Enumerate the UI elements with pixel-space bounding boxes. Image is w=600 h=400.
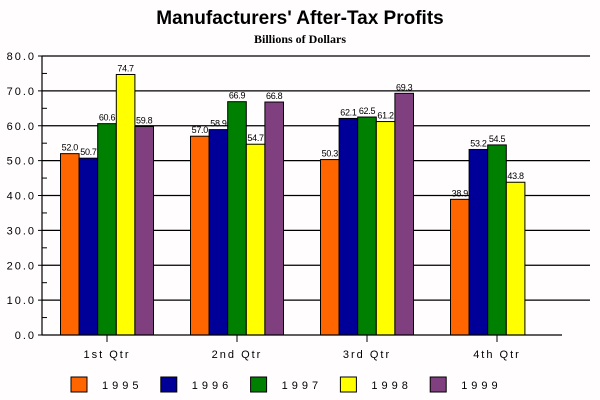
bar-1997-3	[487, 144, 507, 336]
chart-title: Manufacturers' After-Tax Profits	[156, 8, 444, 29]
legend-swatch-1997	[250, 376, 268, 393]
bar-1998-0	[115, 73, 136, 336]
bar-1997-1	[227, 101, 247, 336]
y-tick-label: 40.0	[7, 191, 36, 203]
bar-1999-0	[134, 125, 154, 336]
bar-1995-0	[60, 153, 80, 336]
data-label: 74.7	[117, 63, 134, 73]
data-label: 60.6	[99, 113, 116, 123]
bar-1996-0	[78, 157, 99, 336]
bar-1995-2	[320, 159, 340, 336]
bar-1998-1	[245, 143, 266, 336]
data-label: 38.9	[452, 188, 469, 198]
data-label: 53.2	[470, 138, 487, 148]
bar-1998-2	[375, 121, 396, 336]
legend-swatch-1998	[339, 376, 357, 393]
y-tick-label: 60.0	[7, 121, 36, 133]
data-label: 54.5	[489, 134, 506, 144]
y-tick-label: 20.0	[7, 260, 36, 272]
legend-label-1996: 1996	[192, 380, 232, 392]
legend-swatch-1999	[429, 376, 447, 393]
y-tick-label: 50.0	[7, 156, 36, 168]
data-label: 43.8	[507, 171, 524, 181]
y-tick-label: 80.0	[7, 51, 36, 63]
bar-1997-0	[97, 123, 117, 336]
x-tick-label: 2nd Qtr	[212, 349, 263, 361]
legend-label-1998: 1998	[371, 380, 411, 392]
bar-1995-1	[190, 135, 210, 336]
data-label: 59.8	[136, 115, 153, 125]
legend-swatch-1996	[160, 376, 178, 393]
legend-swatch-1995	[70, 376, 88, 393]
data-label: 50.3	[322, 149, 339, 159]
chart-subtitle: Billions of Dollars	[253, 32, 346, 46]
legend-label-1999: 1999	[461, 380, 501, 392]
data-label: 61.2	[377, 111, 394, 121]
data-label: 52.0	[62, 143, 79, 153]
bar-1995-3	[450, 198, 470, 336]
data-label: 62.1	[340, 107, 357, 117]
y-tick-label: 30.0	[7, 225, 36, 237]
y-tick-label: 70.0	[7, 86, 36, 98]
bar-1996-3	[468, 148, 489, 336]
x-tick-label: 3rd Qtr	[343, 349, 391, 361]
bar-1997-2	[357, 116, 377, 336]
x-tick-label: 1st Qtr	[83, 349, 130, 361]
bar-1999-2	[394, 92, 414, 336]
y-tick-label: 0.0	[15, 330, 36, 342]
data-label: 54.7	[247, 133, 264, 143]
bar-1998-3	[505, 181, 526, 336]
data-label: 66.8	[266, 91, 283, 101]
y-tick-label: 10.0	[7, 295, 36, 307]
data-label: 62.5	[359, 106, 376, 116]
data-label: 50.7	[80, 147, 97, 157]
legend-label-1995: 1995	[102, 380, 142, 392]
data-label: 58.9	[210, 119, 227, 129]
x-tick-label: 4th Qtr	[473, 349, 521, 361]
bar-1996-2	[338, 117, 359, 336]
data-label: 66.9	[229, 91, 246, 101]
bar-1999-1	[264, 101, 284, 336]
legend-label-1997: 1997	[282, 380, 322, 392]
bar-1996-1	[208, 129, 229, 336]
data-label: 69.3	[396, 82, 413, 92]
data-label: 57.0	[192, 125, 209, 135]
